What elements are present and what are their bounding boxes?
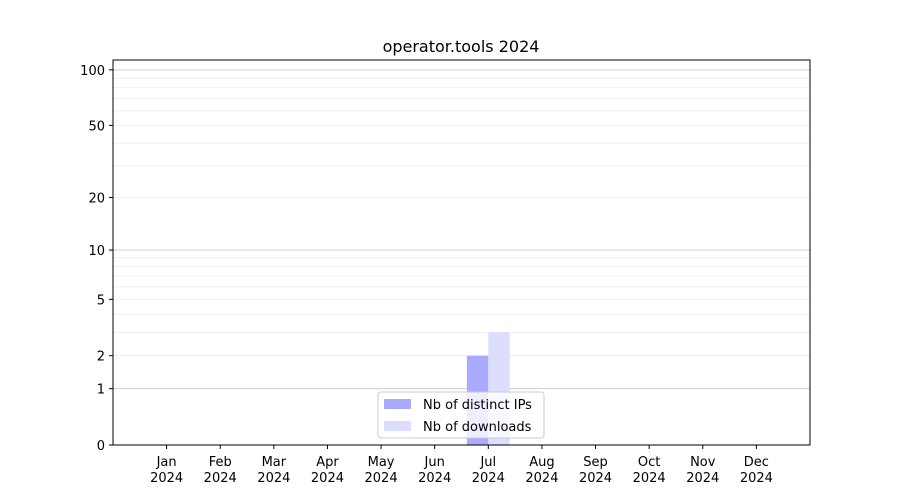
legend-swatch: [384, 399, 411, 409]
x-tick-label: Sep 2024: [579, 455, 612, 486]
chart-title: operator.tools 2024: [383, 37, 540, 56]
legend: Nb of distinct IPs Nb of downloads: [377, 391, 545, 439]
x-tick-label: Dec 2024: [740, 455, 773, 486]
x-tick-label: Aug 2024: [525, 455, 558, 486]
x-tick-label: Nov 2024: [686, 455, 719, 486]
x-tick-label: Mar 2024: [257, 455, 290, 486]
y-tick-label: 100: [80, 64, 105, 79]
legend-swatch: [384, 421, 411, 431]
x-tick-label: Jun 2024: [418, 455, 451, 486]
x-tick-label: Feb 2024: [204, 455, 237, 486]
y-tick-label: 20: [88, 192, 105, 207]
y-tick-label: 2: [97, 350, 105, 365]
y-tick-label: 0: [97, 439, 105, 454]
x-tick-label: Jul 2024: [472, 455, 505, 486]
y-tick-label: 50: [88, 119, 105, 134]
legend-label: Nb of downloads: [423, 420, 532, 435]
x-tick-label: Apr 2024: [311, 455, 344, 486]
legend-label: Nb of distinct IPs: [423, 398, 532, 413]
y-tick-label: 5: [97, 293, 105, 308]
x-tick-label: Jan 2024: [150, 455, 183, 486]
y-tick-label: 1: [97, 383, 105, 398]
legend-box: [377, 391, 545, 439]
y-tick-label: 10: [88, 244, 105, 259]
x-tick-label: May 2024: [365, 455, 398, 486]
x-tick-label: Oct 2024: [633, 455, 666, 486]
plot-frame: [112, 59, 811, 446]
